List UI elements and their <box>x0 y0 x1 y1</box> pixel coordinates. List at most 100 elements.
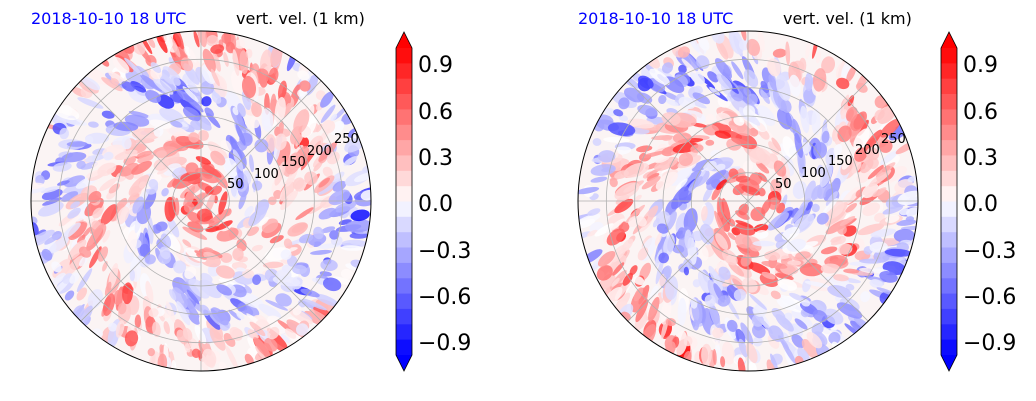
velocity-patch <box>692 92 711 105</box>
velocity-patch <box>751 314 765 327</box>
grid-spoke <box>627 200 749 322</box>
velocity-patch <box>737 357 746 371</box>
velocity-patch <box>180 57 194 72</box>
colorbar-level <box>941 124 957 141</box>
velocity-patch <box>603 137 630 143</box>
grid-spoke <box>627 80 749 202</box>
velocity-patch <box>85 135 94 145</box>
colorbar-ticks-left: 0.9 0.6 0.3 0.0 −0.3 −0.6 −0.9 <box>418 53 471 356</box>
velocity-patch <box>670 167 693 186</box>
velocity-patch <box>857 223 885 236</box>
radial-label: 100 <box>801 166 826 181</box>
velocity-patch <box>820 246 838 255</box>
velocity-patch <box>666 211 677 231</box>
velocity-patch <box>897 190 918 206</box>
velocity-patch <box>101 110 115 119</box>
colorbar-level <box>396 78 412 95</box>
velocity-patch <box>272 275 301 287</box>
velocity-patch <box>210 150 226 166</box>
velocity-patch <box>634 308 649 331</box>
velocity-patch <box>841 152 854 170</box>
velocity-patch <box>821 56 836 74</box>
velocity-patch <box>813 142 828 159</box>
velocity-patch <box>749 127 759 137</box>
velocity-patch <box>690 70 705 85</box>
colorbar-tick: 0.3 <box>963 146 998 171</box>
velocity-patch <box>800 298 811 307</box>
velocity-patch <box>641 150 666 159</box>
velocity-patch <box>702 186 713 202</box>
colorbar-level <box>396 94 412 110</box>
velocity-patch <box>655 156 670 164</box>
velocity-patch <box>112 56 130 74</box>
velocity-patch <box>313 161 323 172</box>
velocity-patch <box>129 269 136 282</box>
velocity-patch <box>155 221 168 232</box>
colorbar-level <box>941 262 957 279</box>
velocity-patch <box>187 221 204 233</box>
velocity-patch <box>828 332 841 345</box>
velocity-patch <box>772 48 787 58</box>
velocity-patch <box>726 319 738 332</box>
velocity-patch <box>677 297 687 326</box>
velocity-patch <box>684 229 692 249</box>
colorbar-level <box>396 324 412 341</box>
velocity-patch <box>79 255 88 267</box>
grid-spoke <box>80 80 202 202</box>
velocity-patch <box>782 136 797 159</box>
velocity-patch <box>304 310 325 326</box>
velocity-patch <box>159 344 164 353</box>
velocity-patch <box>188 48 197 63</box>
plot-boundary-right <box>577 30 919 372</box>
velocity-patch <box>715 58 732 79</box>
velocity-patch <box>114 149 138 161</box>
velocity-patch <box>194 325 207 345</box>
velocity-patch <box>360 189 371 201</box>
grid-spoke <box>747 200 869 322</box>
velocity-patch <box>770 290 781 300</box>
velocity-patch <box>108 263 119 289</box>
velocity-patch <box>899 208 910 216</box>
colorbar-level <box>941 293 957 310</box>
velocity-patch <box>613 109 624 117</box>
velocity-patch <box>254 138 269 153</box>
velocity-patch <box>218 191 228 215</box>
velocity-patch <box>728 120 752 136</box>
velocity-patch <box>710 149 722 158</box>
velocity-patch <box>216 284 233 296</box>
velocity-patch <box>267 326 280 340</box>
velocity-patch <box>825 200 845 220</box>
velocity-patch <box>607 122 636 137</box>
velocity-patch <box>733 116 745 126</box>
velocity-patch <box>79 246 92 258</box>
velocity-patch <box>789 292 805 302</box>
velocity-patch <box>152 321 161 338</box>
velocity-patch <box>225 41 236 54</box>
velocity-patch <box>310 249 332 255</box>
velocity-patch <box>321 119 336 134</box>
velocity-patch <box>590 176 608 183</box>
velocity-patch <box>827 285 852 298</box>
velocity-patch <box>677 46 690 58</box>
velocity-patch <box>845 203 857 213</box>
velocity-patch <box>728 31 744 55</box>
velocity-patch <box>223 51 229 67</box>
velocity-patch <box>637 75 654 89</box>
velocity-patch <box>641 176 661 190</box>
velocity-patch <box>292 177 305 190</box>
velocity-patch <box>225 345 239 371</box>
colorbar-tick: 0.3 <box>418 146 453 171</box>
velocity-patch <box>594 223 614 237</box>
velocity-patch <box>730 88 744 102</box>
velocity-patch <box>712 349 717 365</box>
velocity-patch <box>652 218 660 228</box>
velocity-patch <box>280 334 290 344</box>
velocity-patch <box>268 67 279 83</box>
radial-labels-left: 50 100 150 200 250 <box>227 132 359 192</box>
velocity-patch <box>761 198 772 215</box>
radial-label: 250 <box>881 132 906 147</box>
velocity-patch <box>153 158 170 171</box>
velocity-patch <box>258 303 282 319</box>
velocity-patch <box>708 265 723 291</box>
velocity-patch <box>701 343 712 366</box>
